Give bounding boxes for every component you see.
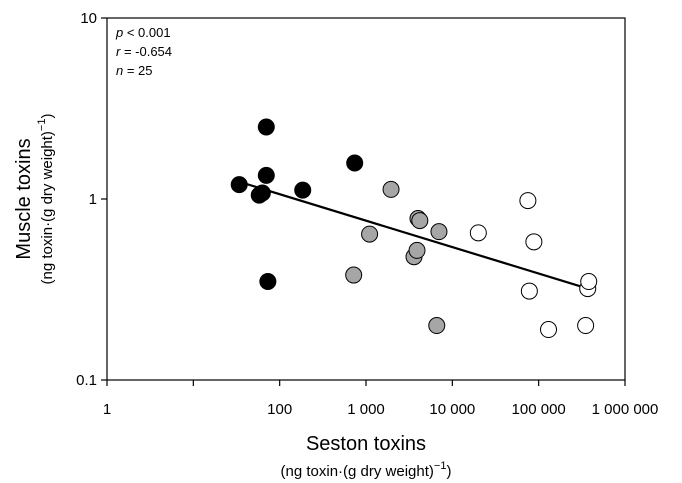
data-point bbox=[230, 176, 248, 194]
data-point bbox=[259, 273, 277, 291]
stat-p: p < 0.001 bbox=[115, 25, 171, 40]
x-tick-label: 1 000 000 bbox=[592, 401, 659, 418]
x-axis-title: Seston toxins bbox=[306, 433, 426, 455]
x-tick-label: 1 bbox=[103, 401, 111, 418]
x-tick-label: 10 000 bbox=[429, 401, 475, 418]
y-tick-label: 0.1 bbox=[76, 372, 97, 389]
data-point bbox=[345, 266, 363, 284]
x-axis-units: (ng toxin·(g dry weight)−1) bbox=[281, 460, 452, 480]
data-point bbox=[520, 282, 538, 300]
y-tick-label: 10 bbox=[80, 10, 97, 27]
data-point bbox=[469, 224, 487, 242]
stat-r: r = -0.654 bbox=[116, 44, 172, 59]
stat-n: n = 25 bbox=[116, 63, 153, 78]
data-point bbox=[408, 241, 426, 259]
regression-line bbox=[237, 180, 589, 290]
y-tick-label: 1 bbox=[89, 191, 97, 208]
data-points bbox=[230, 118, 598, 339]
data-point bbox=[411, 212, 429, 230]
data-point bbox=[540, 321, 558, 339]
data-point bbox=[346, 154, 364, 172]
y-axis-units: (ng toxin·(g dry weight)−1) bbox=[36, 114, 56, 285]
x-tick-label: 100 bbox=[267, 401, 292, 418]
x-tick-label: 1 000 bbox=[347, 401, 385, 418]
data-point bbox=[580, 273, 598, 291]
data-point bbox=[257, 166, 275, 184]
data-point bbox=[253, 184, 271, 202]
data-point bbox=[382, 180, 400, 198]
x-tick-label: 100 000 bbox=[512, 401, 566, 418]
plot-frame bbox=[106, 17, 626, 381]
data-point bbox=[430, 223, 448, 241]
data-point bbox=[519, 192, 537, 210]
data-point bbox=[577, 317, 595, 335]
data-point bbox=[525, 233, 543, 251]
x-axis-ticks: 1 100 1 000 10 000 100 000 1 000 000 bbox=[103, 380, 659, 418]
data-point bbox=[361, 225, 379, 243]
data-point bbox=[257, 118, 275, 136]
data-point bbox=[294, 181, 312, 199]
y-axis-title: Muscle toxins bbox=[13, 138, 35, 259]
data-point bbox=[428, 317, 446, 335]
y-axis-ticks: 0.1 1 10 bbox=[76, 10, 107, 389]
